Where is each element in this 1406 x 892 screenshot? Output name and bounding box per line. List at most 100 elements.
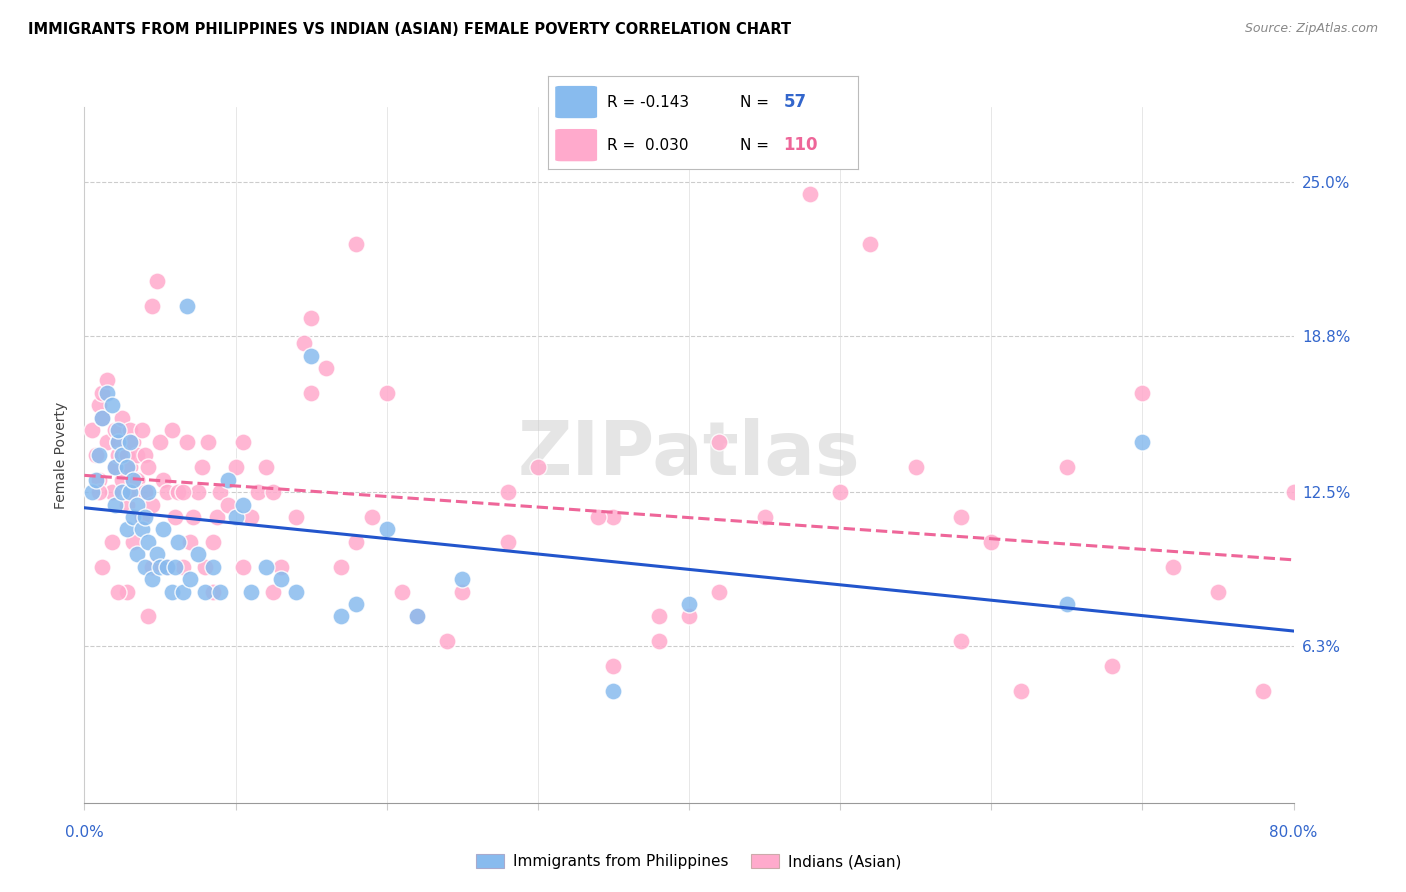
Point xyxy=(1056,597,1078,611)
Point xyxy=(91,410,114,425)
Point xyxy=(96,373,118,387)
Point xyxy=(346,236,368,251)
Text: IMMIGRANTS FROM PHILIPPINES VS INDIAN (ASIAN) FEMALE POVERTY CORRELATION CHART: IMMIGRANTS FROM PHILIPPINES VS INDIAN (A… xyxy=(28,22,792,37)
Point xyxy=(107,423,129,437)
Point xyxy=(131,423,153,437)
Text: ZIPatlas: ZIPatlas xyxy=(517,418,860,491)
Point xyxy=(152,473,174,487)
Point xyxy=(86,448,108,462)
Point xyxy=(859,236,882,251)
Point xyxy=(146,547,169,561)
Point xyxy=(152,523,174,537)
Point xyxy=(121,510,143,524)
Y-axis label: Female Poverty: Female Poverty xyxy=(55,401,69,508)
Point xyxy=(201,559,224,574)
Point xyxy=(191,460,214,475)
Point xyxy=(115,523,138,537)
Point xyxy=(391,584,413,599)
Point xyxy=(80,423,103,437)
Point xyxy=(270,559,292,574)
Point xyxy=(602,510,624,524)
Point xyxy=(91,559,114,574)
Point xyxy=(86,473,108,487)
Point xyxy=(1130,385,1153,400)
Point xyxy=(346,597,368,611)
Point xyxy=(111,448,134,462)
Point xyxy=(172,584,194,599)
Point xyxy=(104,498,127,512)
Point xyxy=(111,473,134,487)
Point xyxy=(141,498,163,512)
Point xyxy=(1056,460,1078,475)
Point xyxy=(709,584,731,599)
Point xyxy=(375,385,398,400)
Point xyxy=(127,547,149,561)
Point xyxy=(299,349,322,363)
Point xyxy=(89,398,111,412)
Point xyxy=(111,485,134,500)
Point xyxy=(96,385,118,400)
Point xyxy=(104,460,127,475)
Point xyxy=(131,523,153,537)
Point xyxy=(179,535,201,549)
Point xyxy=(160,423,183,437)
Point xyxy=(156,485,179,500)
Point xyxy=(100,535,122,549)
Point xyxy=(141,299,163,313)
Point xyxy=(330,609,353,624)
Point xyxy=(451,572,474,586)
Point xyxy=(375,523,398,537)
Point xyxy=(346,535,368,549)
Point xyxy=(107,435,129,450)
Legend: Immigrants from Philippines, Indians (Asian): Immigrants from Philippines, Indians (As… xyxy=(470,847,908,875)
Point xyxy=(232,498,254,512)
Point xyxy=(115,448,138,462)
Point xyxy=(406,609,429,624)
Text: Source: ZipAtlas.com: Source: ZipAtlas.com xyxy=(1244,22,1378,36)
Point xyxy=(1161,559,1184,574)
Point xyxy=(100,398,122,412)
Point xyxy=(187,547,209,561)
Text: R =  0.030: R = 0.030 xyxy=(607,137,689,153)
Point xyxy=(262,485,284,500)
Point xyxy=(118,423,141,437)
Point xyxy=(1011,684,1033,698)
Point xyxy=(89,448,111,462)
Point xyxy=(496,535,519,549)
Point xyxy=(648,634,671,648)
FancyBboxPatch shape xyxy=(554,85,598,119)
Point xyxy=(1130,435,1153,450)
Point xyxy=(209,584,232,599)
Point xyxy=(136,535,159,549)
Point xyxy=(165,510,187,524)
Point xyxy=(121,473,143,487)
Point xyxy=(118,435,141,450)
Point xyxy=(225,510,247,524)
Point xyxy=(136,609,159,624)
Point xyxy=(121,485,143,500)
Point xyxy=(360,510,382,524)
Point xyxy=(1282,485,1305,500)
Point xyxy=(217,473,239,487)
Point xyxy=(156,559,179,574)
Point xyxy=(118,485,141,500)
Point xyxy=(648,609,671,624)
Point xyxy=(156,559,179,574)
Point xyxy=(121,535,143,549)
Point xyxy=(91,385,114,400)
Point xyxy=(678,609,700,624)
Point xyxy=(299,385,322,400)
Point xyxy=(225,460,247,475)
Point xyxy=(179,572,201,586)
Point xyxy=(194,584,217,599)
Point xyxy=(80,485,103,500)
Text: R = -0.143: R = -0.143 xyxy=(607,95,689,110)
Point xyxy=(830,485,852,500)
Point xyxy=(127,473,149,487)
Point xyxy=(136,485,159,500)
Point xyxy=(602,659,624,673)
Point xyxy=(167,535,190,549)
Text: 110: 110 xyxy=(783,136,818,154)
Point xyxy=(1206,584,1229,599)
Point xyxy=(160,584,183,599)
